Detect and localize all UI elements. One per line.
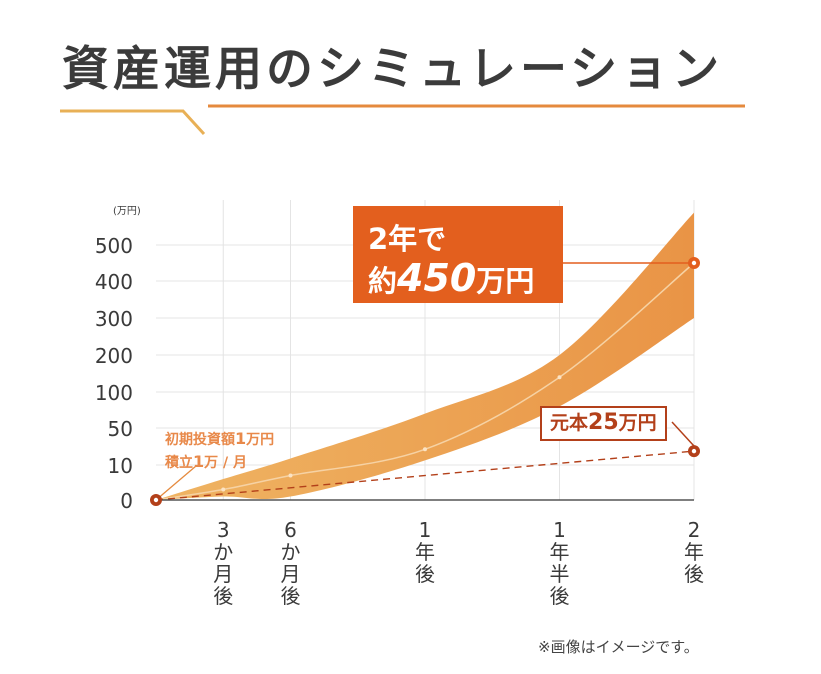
initial-investment-note: 初期投資額1万円 積立1万 / 月 <box>165 428 274 474</box>
start-marker-center <box>153 497 159 503</box>
y-unit-label: (万円) <box>113 206 141 217</box>
initial-leader-line <box>155 465 197 501</box>
x-tick-label: 3 か月後 <box>213 518 233 608</box>
projection-point <box>423 447 427 452</box>
image-note: ※画像はイメージです。 <box>538 638 699 656</box>
y-tick-label: 400 <box>95 270 133 294</box>
initial-investment-line1: 初期投資額1万円 <box>165 428 274 451</box>
y-tick-label: 500 <box>95 234 133 258</box>
monthly-value: 1 <box>193 452 205 471</box>
y-tick-label: 50 <box>108 417 133 441</box>
monthly-prefix: 積立 <box>165 455 193 471</box>
y-tick-label: 10 <box>108 454 133 478</box>
y-tick-label: 200 <box>95 344 133 368</box>
initial-investment-line2: 積立1万 / 月 <box>165 451 274 474</box>
final-amount-line2: 約450万円 <box>368 256 534 300</box>
initial-value: 1 <box>235 429 247 448</box>
title-underline <box>60 104 745 136</box>
y-tick-label: 0 <box>120 489 133 513</box>
x-tick-label: 6 か月後 <box>281 518 301 608</box>
final-amount-callout: 2年で 約450万円 <box>353 206 563 303</box>
principal-suffix: 万円 <box>618 412 657 434</box>
principal-line <box>155 450 695 501</box>
x-tick-label: 2 年後 <box>684 518 704 586</box>
projection-point <box>221 487 226 492</box>
principal-callout: 元本25万円 <box>540 406 667 441</box>
y-tick-label: 300 <box>95 307 133 331</box>
y-tick-label: 100 <box>95 381 133 405</box>
principal-leader-line <box>671 421 695 447</box>
page-title: 資産運用のシミュレーション <box>62 42 724 97</box>
final-amount-value: 450 <box>397 256 477 300</box>
x-tick-label: 1 年半後 <box>550 518 570 608</box>
final-amount-prefix: 約 <box>368 264 398 298</box>
principal-value: 25 <box>588 410 619 435</box>
final-marker-center <box>691 260 697 266</box>
x-tick-label: 1 年後 <box>415 518 435 586</box>
final-amount-line1: 2年で <box>368 222 447 256</box>
projection-point <box>557 375 562 380</box>
projection-point <box>288 473 293 478</box>
initial-suffix: 万円 <box>246 432 275 448</box>
monthly-suffix: 万 / 月 <box>204 455 248 471</box>
principal-marker-center <box>691 448 697 454</box>
final-amount-suffix: 万円 <box>476 264 535 298</box>
principal-prefix: 元本 <box>550 412 589 434</box>
initial-prefix: 初期投資額 <box>165 432 235 448</box>
